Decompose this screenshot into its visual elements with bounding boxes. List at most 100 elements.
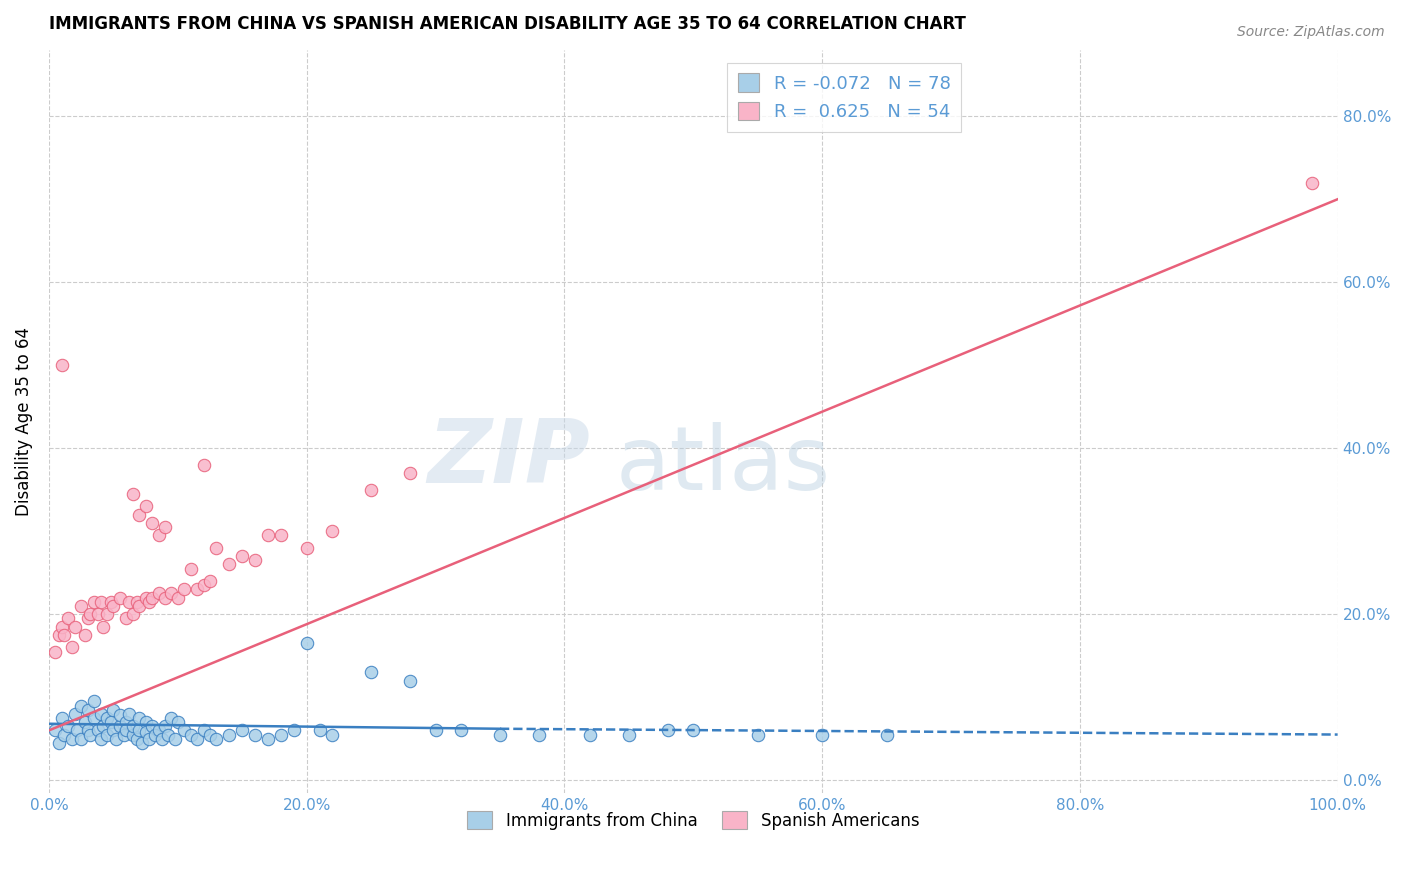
Point — [150, 731, 173, 746]
Point — [79, 727, 101, 741]
Point — [682, 723, 704, 738]
Point — [135, 591, 157, 605]
Point — [295, 636, 318, 650]
Point — [128, 599, 150, 613]
Point — [579, 727, 602, 741]
Point — [165, 731, 187, 746]
Point — [138, 595, 160, 609]
Point — [76, 723, 98, 738]
Point — [283, 723, 305, 738]
Point — [141, 591, 163, 605]
Point — [63, 706, 86, 721]
Text: Source: ZipAtlas.com: Source: ZipAtlas.com — [1237, 25, 1385, 39]
Point — [60, 640, 83, 655]
Point — [44, 644, 66, 658]
Point — [657, 723, 679, 738]
Point — [53, 628, 76, 642]
Point — [308, 723, 330, 738]
Point — [425, 723, 447, 738]
Point — [186, 582, 208, 597]
Point — [257, 528, 280, 542]
Point — [876, 727, 898, 741]
Point — [128, 723, 150, 738]
Point — [173, 723, 195, 738]
Point — [73, 715, 96, 730]
Point — [103, 723, 125, 738]
Point — [270, 528, 292, 542]
Point — [243, 553, 266, 567]
Point — [108, 708, 131, 723]
Point — [58, 719, 80, 733]
Point — [91, 719, 114, 733]
Point — [51, 358, 73, 372]
Point — [51, 711, 73, 725]
Point — [121, 487, 143, 501]
Point — [153, 591, 176, 605]
Point — [83, 694, 105, 708]
Point — [153, 719, 176, 733]
Point — [115, 611, 138, 625]
Point — [125, 595, 148, 609]
Point — [87, 723, 110, 738]
Point — [811, 727, 834, 741]
Point — [148, 723, 170, 738]
Point — [128, 508, 150, 522]
Point — [295, 541, 318, 555]
Point — [143, 727, 166, 741]
Point — [257, 731, 280, 746]
Point — [103, 599, 125, 613]
Point — [148, 528, 170, 542]
Point — [44, 723, 66, 738]
Point — [125, 731, 148, 746]
Point — [527, 727, 550, 741]
Point — [118, 595, 141, 609]
Point — [70, 599, 93, 613]
Point — [135, 500, 157, 514]
Point — [153, 520, 176, 534]
Point — [198, 727, 221, 741]
Point — [231, 549, 253, 563]
Point — [231, 723, 253, 738]
Point — [121, 727, 143, 741]
Point — [148, 586, 170, 600]
Point — [135, 725, 157, 739]
Point — [198, 574, 221, 588]
Point — [135, 715, 157, 730]
Point — [103, 703, 125, 717]
Point — [270, 727, 292, 741]
Point — [87, 607, 110, 622]
Point — [100, 715, 122, 730]
Point — [89, 706, 111, 721]
Point — [193, 578, 215, 592]
Point — [141, 719, 163, 733]
Point — [160, 711, 183, 725]
Text: IMMIGRANTS FROM CHINA VS SPANISH AMERICAN DISABILITY AGE 35 TO 64 CORRELATION CH: IMMIGRANTS FROM CHINA VS SPANISH AMERICA… — [49, 15, 966, 33]
Point — [243, 727, 266, 741]
Point — [617, 727, 640, 741]
Point — [53, 727, 76, 741]
Point — [108, 591, 131, 605]
Point — [138, 731, 160, 746]
Point — [321, 524, 343, 539]
Point — [747, 727, 769, 741]
Point — [83, 711, 105, 725]
Point — [180, 727, 202, 741]
Point — [156, 727, 179, 741]
Point — [115, 723, 138, 738]
Point — [48, 736, 70, 750]
Point — [104, 731, 127, 746]
Point — [166, 715, 188, 730]
Point — [118, 706, 141, 721]
Point — [76, 611, 98, 625]
Point — [79, 607, 101, 622]
Point — [112, 727, 135, 741]
Point — [76, 703, 98, 717]
Point — [193, 458, 215, 472]
Point — [96, 711, 118, 725]
Text: ZIP: ZIP — [427, 415, 591, 502]
Point — [121, 719, 143, 733]
Point — [360, 665, 382, 680]
Point — [193, 723, 215, 738]
Point — [218, 558, 240, 572]
Point — [205, 541, 228, 555]
